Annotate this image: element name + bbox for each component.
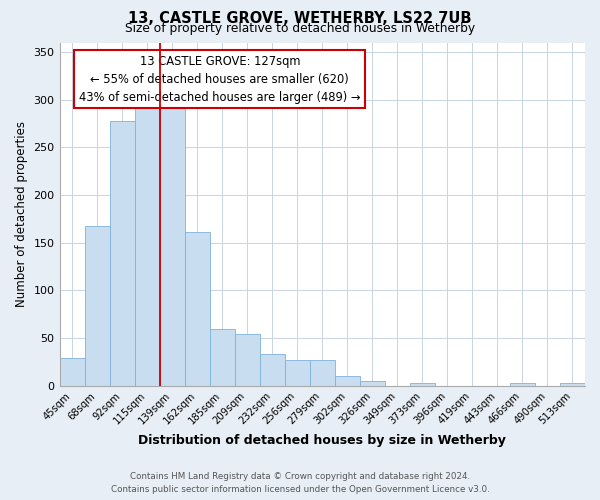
Bar — [310, 360, 335, 386]
Bar — [335, 376, 360, 386]
Text: Size of property relative to detached houses in Wetherby: Size of property relative to detached ho… — [125, 22, 475, 35]
Bar — [560, 383, 585, 386]
Bar — [185, 232, 209, 386]
Bar — [510, 383, 535, 386]
Text: 13 CASTLE GROVE: 127sqm
← 55% of detached houses are smaller (620)
43% of semi-d: 13 CASTLE GROVE: 127sqm ← 55% of detache… — [79, 54, 361, 104]
Bar — [134, 108, 160, 386]
Bar — [110, 120, 134, 386]
Text: Contains HM Land Registry data © Crown copyright and database right 2024.
Contai: Contains HM Land Registry data © Crown c… — [110, 472, 490, 494]
Bar — [85, 226, 110, 386]
Bar — [160, 108, 185, 386]
Bar — [209, 330, 235, 386]
Bar — [235, 334, 260, 386]
Y-axis label: Number of detached properties: Number of detached properties — [15, 121, 28, 307]
Text: 13, CASTLE GROVE, WETHERBY, LS22 7UB: 13, CASTLE GROVE, WETHERBY, LS22 7UB — [128, 11, 472, 26]
Bar — [410, 383, 435, 386]
Bar — [260, 354, 285, 386]
Bar — [360, 381, 385, 386]
Bar — [285, 360, 310, 386]
X-axis label: Distribution of detached houses by size in Wetherby: Distribution of detached houses by size … — [139, 434, 506, 448]
Bar — [59, 358, 85, 386]
